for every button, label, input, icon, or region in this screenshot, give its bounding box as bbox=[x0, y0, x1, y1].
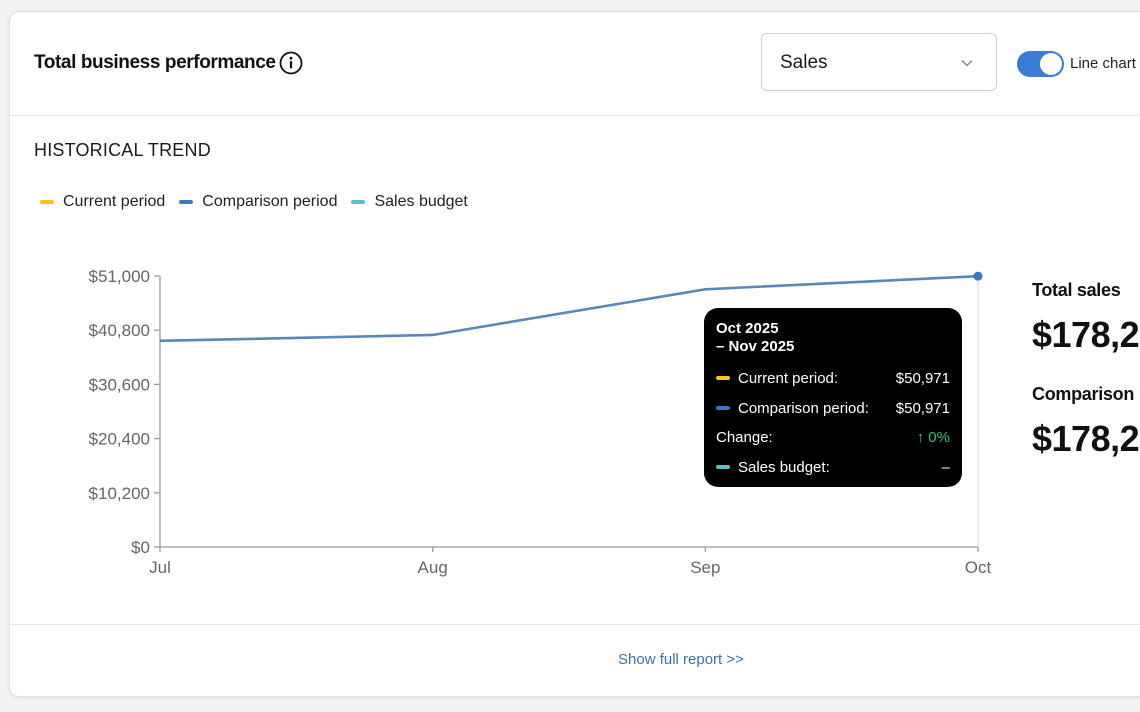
legend-label: Comparison period bbox=[202, 193, 338, 210]
tooltip-row-budget: Sales budget: – bbox=[716, 457, 950, 477]
tooltip-swatch bbox=[716, 376, 730, 380]
tooltip-change-value: ↑ 0% bbox=[916, 428, 950, 446]
legend-item-budget: Sales budget bbox=[351, 193, 468, 211]
y-tick-label: $10,200 bbox=[89, 484, 150, 503]
comparison-label-text: Comparison p bbox=[1032, 384, 1140, 404]
tooltip-label: Comparison period: bbox=[738, 399, 869, 417]
x-tick-label: Sep bbox=[690, 558, 720, 577]
legend-swatch bbox=[179, 200, 194, 204]
comparison-value: $178,20 bbox=[1032, 418, 1140, 460]
total-sales-label-text: Total sales bbox=[1032, 280, 1121, 300]
info-icon[interactable] bbox=[279, 51, 303, 75]
series-line bbox=[159, 274, 979, 343]
legend-swatch bbox=[351, 200, 366, 204]
total-sales-label: Total sales bbox=[1032, 280, 1121, 301]
metric-select-value: Sales bbox=[780, 52, 828, 73]
tooltip-label: Change: bbox=[716, 428, 773, 446]
tooltip-label: Current period: bbox=[738, 369, 839, 387]
total-sales-value-text: $178,20 bbox=[1032, 314, 1140, 355]
y-tick-label: $51,000 bbox=[89, 267, 150, 286]
legend-swatch bbox=[40, 200, 54, 204]
line-chart: $0 $10,200 $20,400 $30,600 $40,800 $51,000 Jul… bbox=[89, 267, 992, 577]
tooltip-swatch bbox=[716, 406, 730, 410]
y-tick-label: $30,600 bbox=[89, 375, 150, 394]
tooltip-row-current: Current period: $50,971 bbox=[716, 368, 950, 388]
tooltip-period-end: – Nov 2025 bbox=[716, 338, 795, 355]
show-full-report-link[interactable]: Show full report >> bbox=[618, 651, 744, 668]
metric-select[interactable]: Sales bbox=[761, 33, 997, 91]
tooltip-row-change: Change: ↑ 0% bbox=[716, 427, 950, 447]
card-title: Total business performance bbox=[34, 52, 276, 73]
y-tick-label: $40,800 bbox=[89, 321, 150, 340]
section-title: HISTORICAL TREND bbox=[34, 140, 211, 160]
chart-tooltip: Oct 2025 – Nov 2025 Current period: $50,… bbox=[704, 308, 962, 487]
tooltip-value: – bbox=[941, 458, 950, 476]
legend-item-comparison: Comparison period bbox=[179, 193, 337, 211]
comparison-value-text: $178,20 bbox=[1032, 418, 1140, 459]
chart-legend: Current period Comparison period Sales b… bbox=[40, 193, 482, 211]
tooltip-swatch bbox=[716, 465, 730, 469]
x-tick-label: Oct bbox=[965, 558, 992, 577]
total-sales-value: $178,20 bbox=[1032, 314, 1140, 356]
card-footer: Show full report >> bbox=[10, 624, 1140, 696]
toggle-label: Line chart bbox=[1070, 55, 1136, 72]
card-header: Total business performance Sales Line ch… bbox=[10, 12, 1140, 116]
toggle-knob bbox=[1040, 53, 1062, 75]
tooltip-period-start: Oct 2025 bbox=[716, 320, 779, 337]
legend-item-current: Current period bbox=[40, 193, 165, 211]
legend-label: Sales budget bbox=[374, 193, 468, 210]
x-tick-label: Aug bbox=[418, 558, 448, 577]
chevron-down-icon bbox=[961, 59, 973, 67]
y-tick-label: $20,400 bbox=[89, 430, 150, 449]
active-data-point bbox=[973, 271, 983, 281]
tooltip-value: $50,971 bbox=[895, 399, 950, 417]
legend-label: Current period bbox=[63, 193, 166, 210]
line-chart-toggle[interactable] bbox=[1017, 51, 1064, 77]
tooltip-label: Sales budget: bbox=[738, 458, 830, 476]
tooltip-row-comparison: Comparison period: $50,971 bbox=[716, 398, 950, 418]
tooltip-value: $50,971 bbox=[895, 369, 950, 387]
performance-card: Total business performance Sales Line ch… bbox=[9, 11, 1140, 697]
comparison-label: Comparison p bbox=[1032, 384, 1140, 405]
x-tick-label: Jul bbox=[149, 558, 171, 577]
y-tick-label: $0 bbox=[131, 538, 150, 557]
